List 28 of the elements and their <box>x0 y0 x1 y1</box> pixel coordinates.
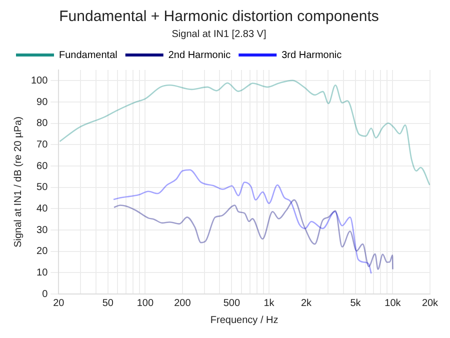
x-tick-label: 1k <box>264 298 276 309</box>
y-tick-label: 20 <box>36 246 48 258</box>
x-tick-label: 5k <box>350 298 362 309</box>
x-tick-label: 2k <box>300 298 313 309</box>
legend-label: 3rd Harmonic <box>282 50 342 61</box>
chart-title: Fundamental + Harmonic distortion components <box>59 8 379 26</box>
legend-label: Fundamental <box>59 50 118 61</box>
x-tick-label: 10k <box>384 298 402 309</box>
y-axis-title: Signal at IN1 / dB (re 20 µPa) <box>12 116 24 248</box>
x-axis-title: Frequency / Hz <box>210 314 278 326</box>
x-tick-label: 20k <box>422 298 440 309</box>
y-tick-label: 80 <box>36 118 48 130</box>
x-tick-label: 200 <box>174 298 192 309</box>
x-tick-label: 50 <box>102 298 114 309</box>
y-tick-label: 10 <box>36 267 48 278</box>
legend-label: 2nd Harmonic <box>168 50 231 61</box>
y-tick-label: 90 <box>36 96 48 108</box>
y-tick-label: 70 <box>36 139 48 150</box>
y-tick-label: 50 <box>36 182 48 194</box>
y-tick-label: 60 <box>36 160 48 172</box>
y-tick-label: 40 <box>36 203 48 214</box>
x-tick-label: 500 <box>223 298 240 309</box>
y-tick-label: 30 <box>36 224 48 236</box>
x-tick-label: 20 <box>53 298 65 309</box>
y-tick-label: 100 <box>30 75 48 86</box>
chart-subtitle: Signal at IN1 [2.83 V] <box>172 28 266 40</box>
y-tick-label: 0 <box>42 288 48 300</box>
x-tick-label: 100 <box>136 298 154 309</box>
